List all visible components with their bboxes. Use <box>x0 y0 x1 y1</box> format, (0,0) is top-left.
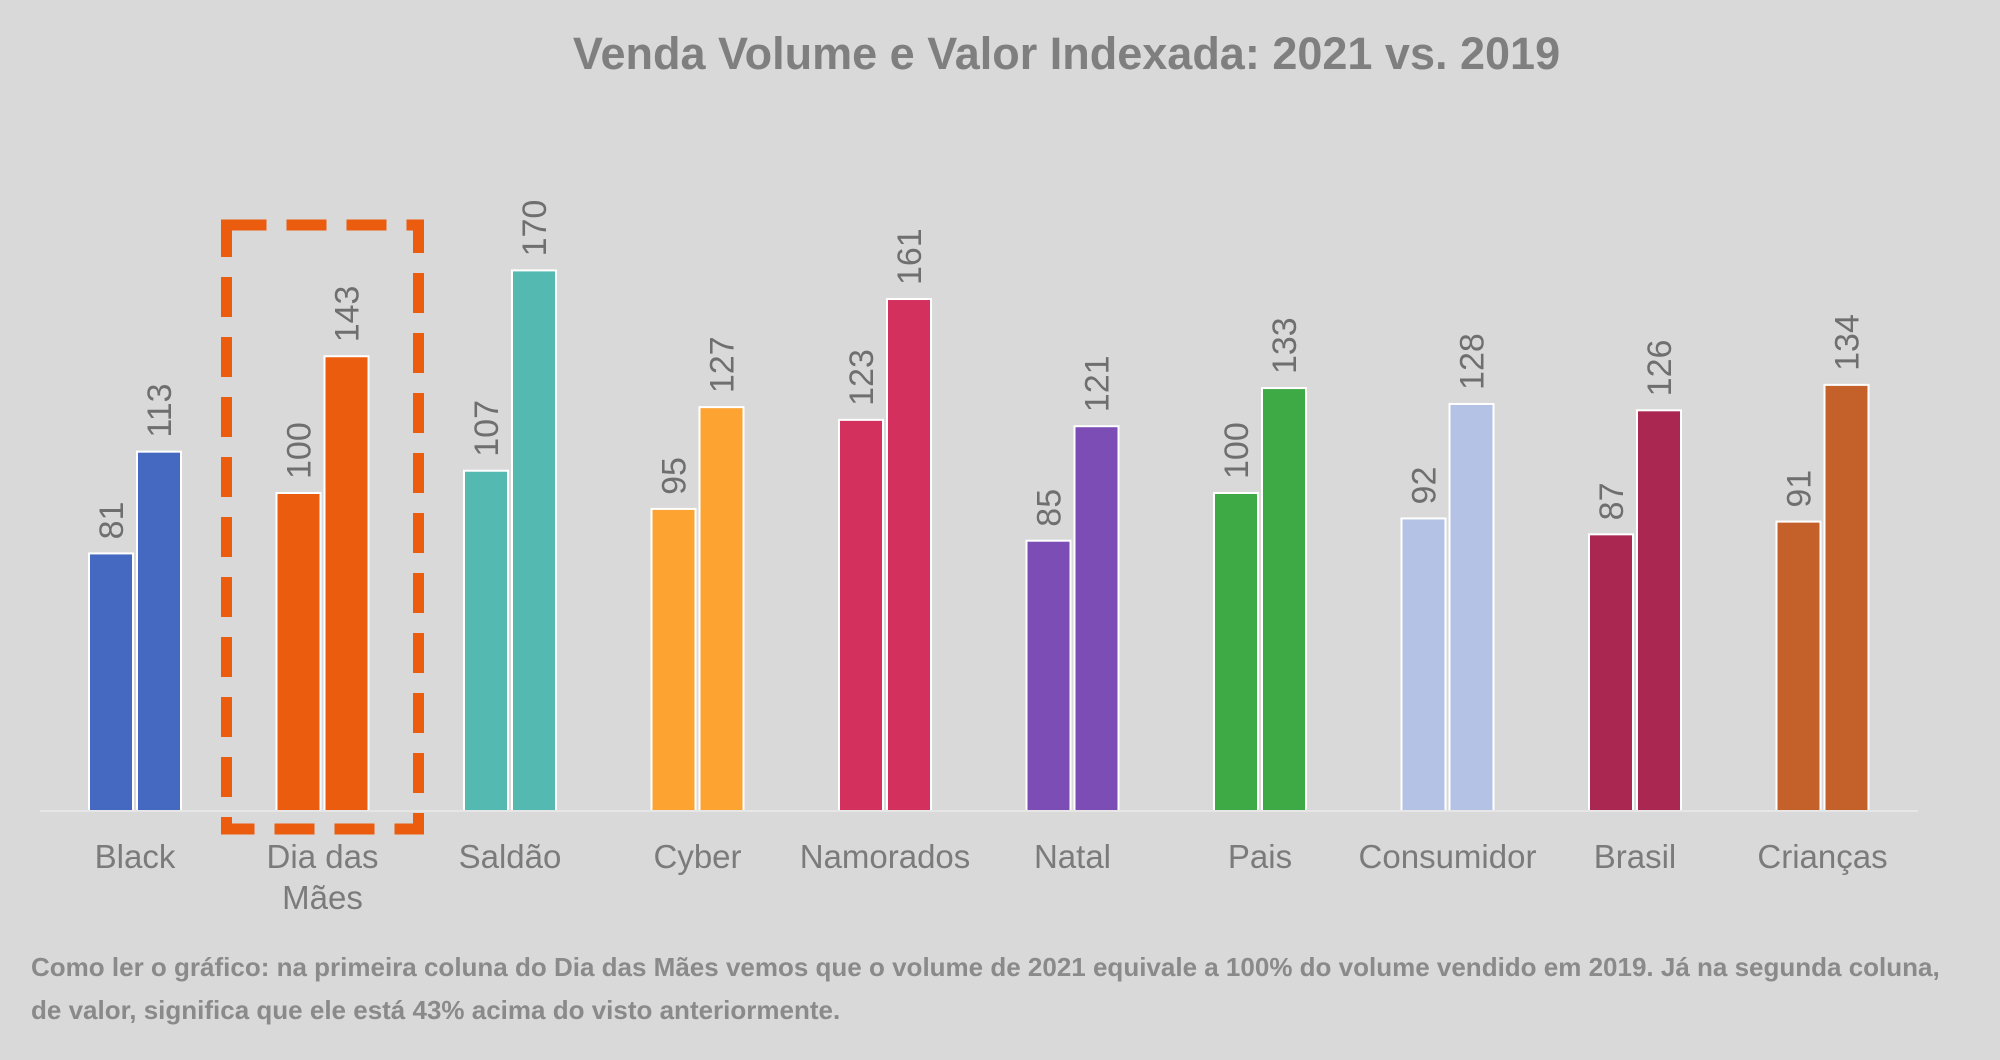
category-label-7: Consumidor <box>1359 838 1537 875</box>
bar-label-7-1: 128 <box>1454 333 1492 390</box>
bars-layer <box>88 269 1870 813</box>
bar-label-1-0: 100 <box>281 422 319 479</box>
category-label-1-0: Dia das <box>267 838 379 875</box>
bar-label-8-1: 126 <box>1641 340 1679 397</box>
bar-7-0 <box>1400 517 1447 812</box>
category-label-1-1: Mães <box>282 879 363 916</box>
bar-label-2-0: 107 <box>468 400 506 457</box>
chart-title: Venda Volume e Valor Indexada: 2021 vs. … <box>572 28 1561 79</box>
bar-5-1 <box>1073 425 1120 812</box>
bar-2-1 <box>511 269 557 812</box>
bar-1-1 <box>323 355 370 812</box>
bar-label-2-1: 170 <box>516 200 554 257</box>
bar-label-1-1: 143 <box>329 286 367 343</box>
bar-4-1 <box>886 298 932 812</box>
category-label-6: Pais <box>1228 838 1292 875</box>
category-label-0: Black <box>95 838 176 875</box>
bar-0-1 <box>136 450 182 812</box>
category-label-8: Brasil <box>1594 838 1677 875</box>
bar-label-7-0: 92 <box>1406 467 1444 505</box>
labels-layer: 81 113 100 143 107 170 95 127 123 161 85 121 100 133 9… <box>93 200 1867 540</box>
bar-3-0 <box>650 507 697 812</box>
bar-label-9-0: 91 <box>1781 470 1819 508</box>
category-label-9: Crianças <box>1757 838 1887 875</box>
bar-label-0-0: 81 <box>93 502 131 540</box>
chart-note: Como ler o gráfico: na primeira coluna d… <box>31 952 1940 1025</box>
category-label-2: Saldão <box>459 838 562 875</box>
bar-label-3-0: 95 <box>656 457 694 495</box>
bar-9-0 <box>1775 520 1822 812</box>
bar-6-1 <box>1261 387 1307 812</box>
bar-9-1 <box>1823 383 1870 812</box>
category-label-4: Namorados <box>800 838 971 875</box>
highlight-dashed-box <box>221 219 424 835</box>
bar-7-1 <box>1448 402 1495 812</box>
bar-0-0 <box>88 552 134 812</box>
bar-label-6-1: 133 <box>1266 317 1304 374</box>
bar-label-3-1: 127 <box>704 336 742 393</box>
bar-label-4-0: 123 <box>843 349 881 406</box>
bar-5-0 <box>1025 539 1072 812</box>
bar-3-1 <box>698 406 745 812</box>
bar-label-0-1: 113 <box>141 383 179 437</box>
category-label-3: Cyber <box>653 838 741 875</box>
bar-label-4-1: 161 <box>891 228 929 285</box>
category-label-5: Natal <box>1034 838 1111 875</box>
bar-1-0 <box>275 492 322 812</box>
bar-6-0 <box>1213 492 1259 812</box>
bar-4-0 <box>838 418 884 812</box>
bar-label-5-0: 85 <box>1031 489 1069 527</box>
bar-label-5-1: 121 <box>1079 355 1117 412</box>
bar-8-0 <box>1588 533 1634 813</box>
bar-2-0 <box>463 469 509 812</box>
bar-label-8-0: 87 <box>1593 483 1631 521</box>
category-labels: Black Dia das Mães Saldão Cyber Namorados Nata… <box>95 838 1888 916</box>
bar-8-1 <box>1636 409 1682 812</box>
bar-label-9-1: 134 <box>1829 314 1867 371</box>
bar-label-6-0: 100 <box>1218 422 1256 479</box>
